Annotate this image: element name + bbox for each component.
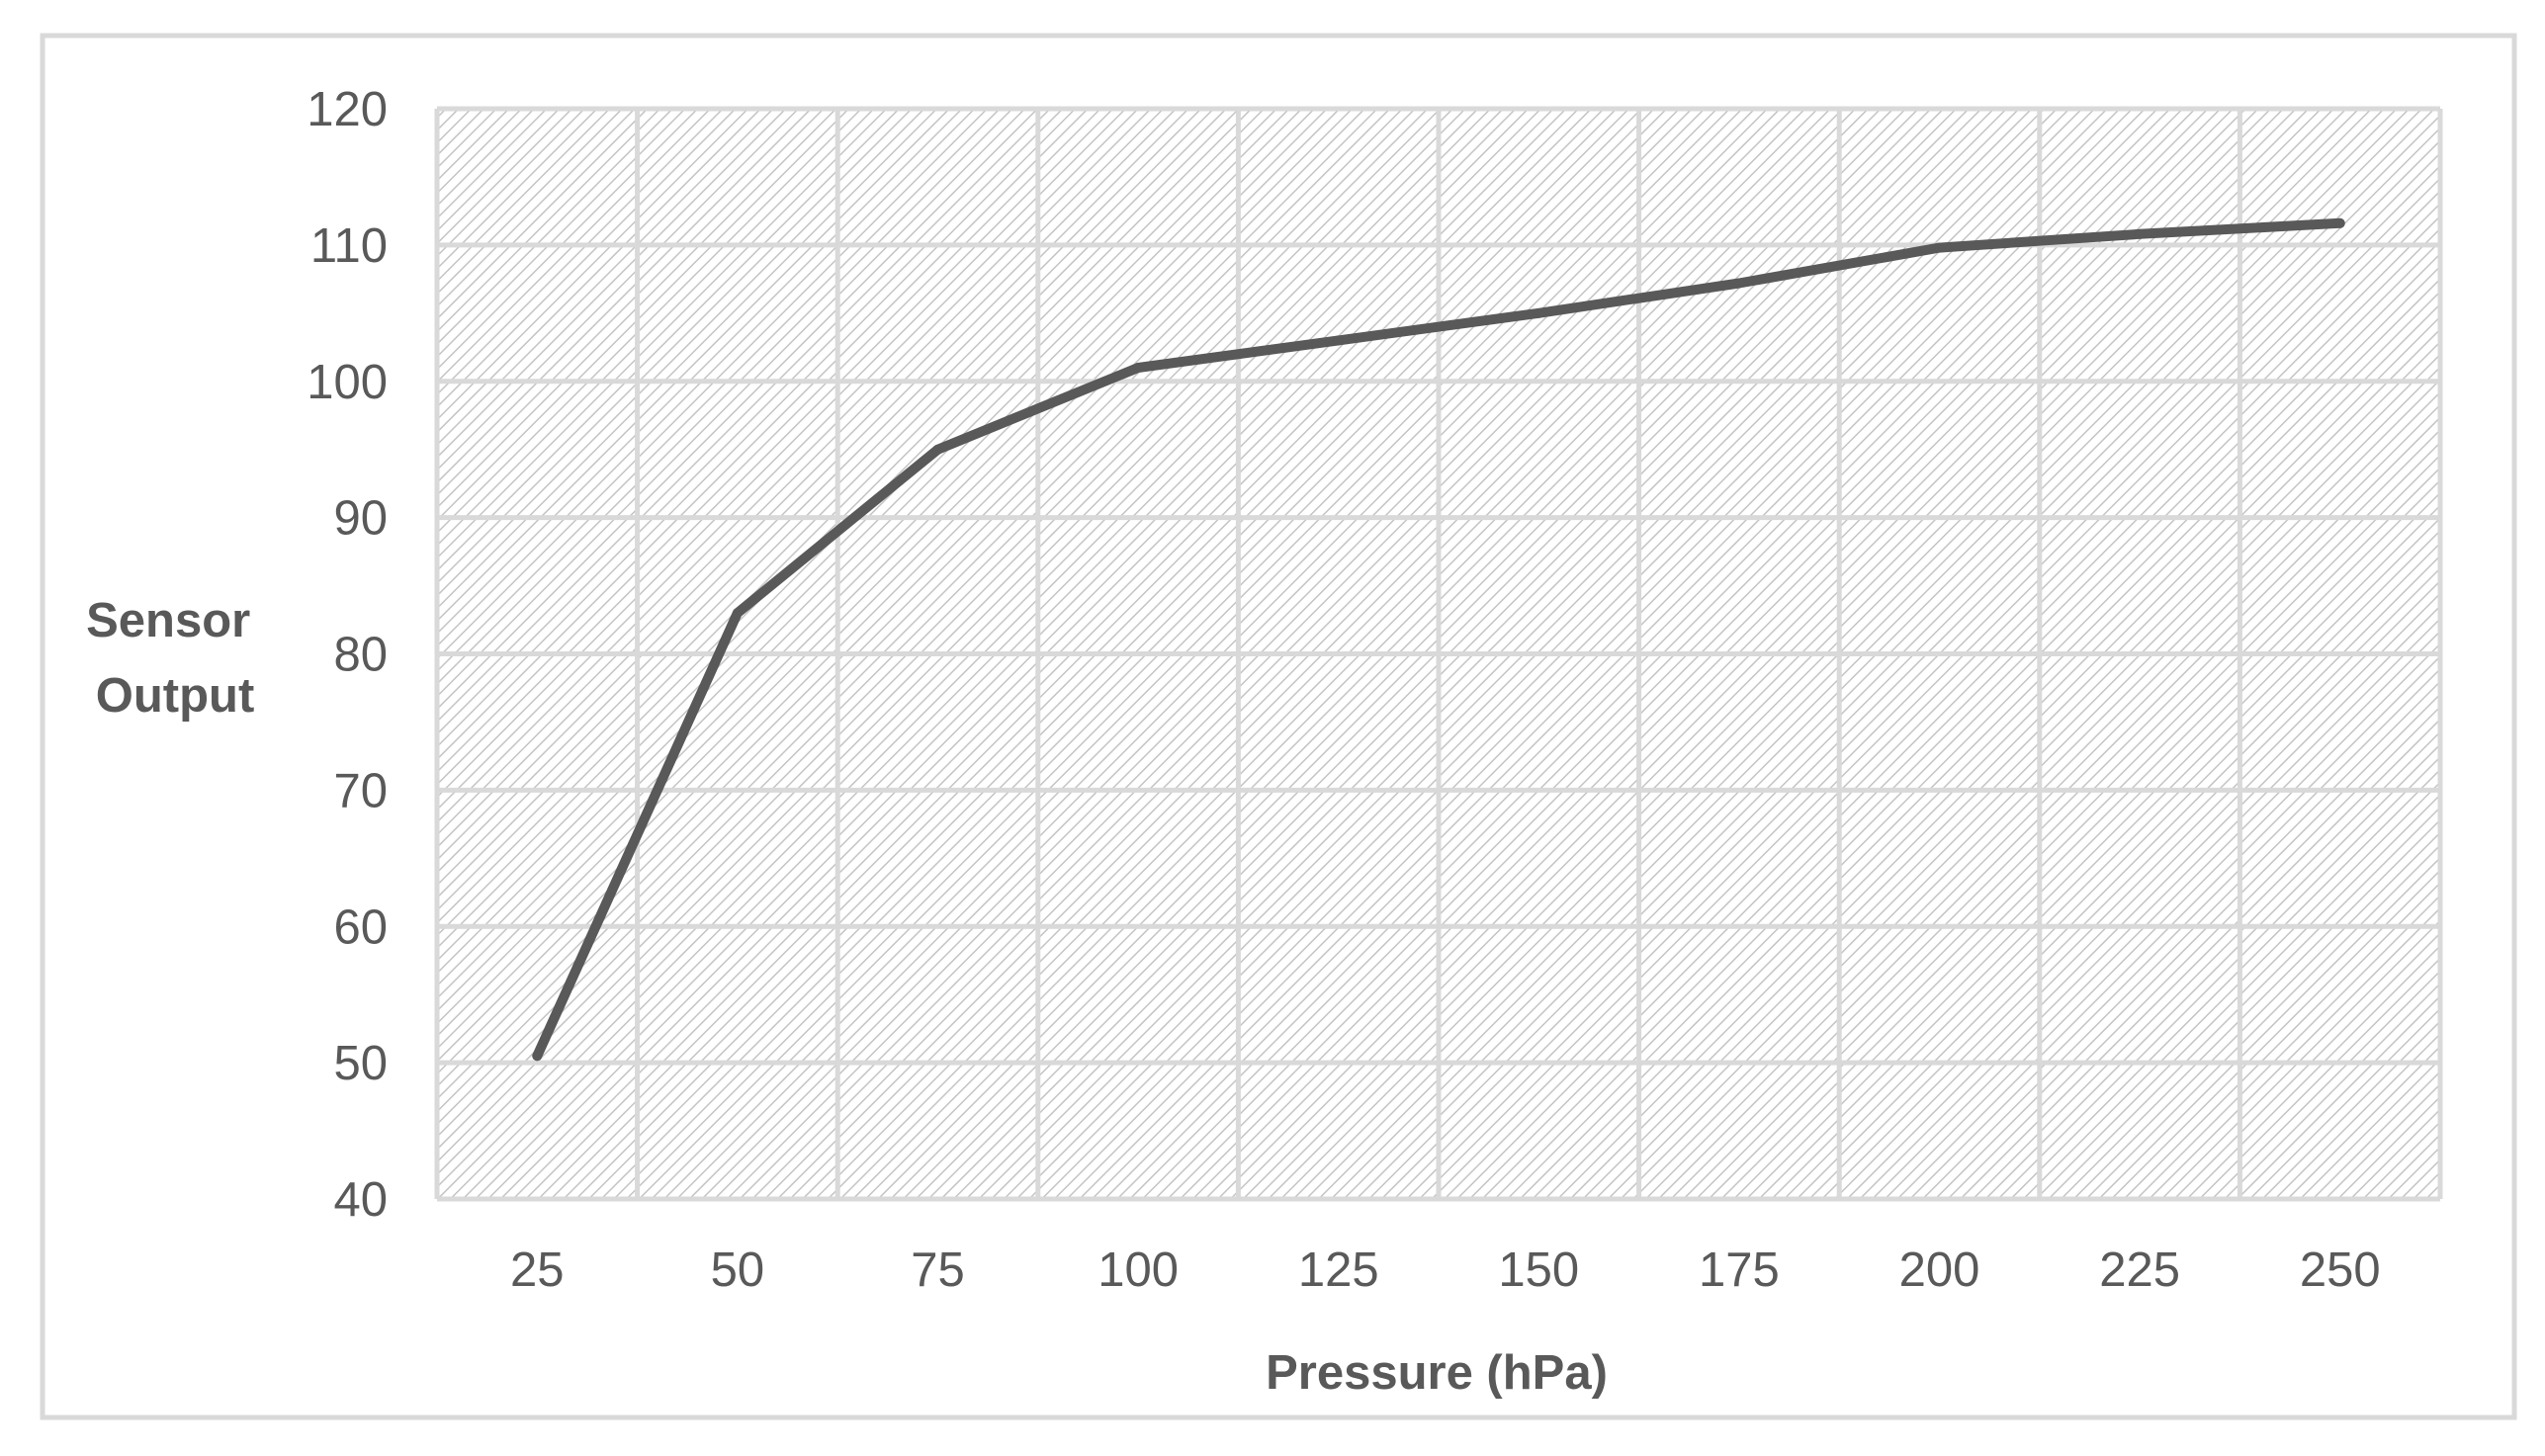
- data-point: [1934, 242, 1945, 253]
- y-tick-label: 50: [333, 1037, 388, 1090]
- y-tick-label: 40: [333, 1173, 388, 1227]
- x-tick-label: 100: [1097, 1243, 1179, 1297]
- x-tick-label: 175: [1699, 1243, 1780, 1297]
- series-line: [532, 217, 2345, 1062]
- y-tick-label: 60: [333, 900, 388, 954]
- series-layer: [532, 217, 2345, 1062]
- y-tick-label: 100: [307, 356, 388, 409]
- data-point: [2135, 228, 2146, 239]
- data-point: [1733, 278, 1744, 289]
- data-point: [1333, 335, 1344, 346]
- y-tick-label: 80: [333, 629, 388, 682]
- x-tick-label: 25: [510, 1243, 565, 1297]
- data-point: [1133, 362, 1144, 373]
- x-tick-label: 125: [1298, 1243, 1379, 1297]
- x-tick-label: 150: [1498, 1243, 1579, 1297]
- x-tick-label: 250: [2300, 1243, 2381, 1297]
- x-tick-label: 75: [911, 1243, 965, 1297]
- y-axis-title: Sensor Output: [86, 594, 264, 723]
- x-axis-title: Pressure (hPa): [1266, 1346, 1608, 1400]
- y-tick-label: 110: [310, 219, 388, 273]
- x-tick-label: 50: [711, 1243, 765, 1297]
- data-point: [2334, 217, 2345, 228]
- x-tick-label: 225: [2099, 1243, 2180, 1297]
- y-axis-title-line-2: Output: [96, 669, 255, 723]
- y-tick-label: 120: [307, 83, 388, 136]
- x-tick-label: 200: [1899, 1243, 1980, 1297]
- data-point: [732, 608, 743, 619]
- grid: [434, 106, 2443, 1202]
- data-point: [1534, 307, 1544, 318]
- y-axis-ticks: 40 50 60 70 80 90 100 110 120: [307, 83, 388, 1227]
- y-axis-title-line-1: Sensor: [86, 594, 250, 647]
- data-point: [532, 1051, 543, 1062]
- y-tick-label: 70: [333, 764, 388, 817]
- x-axis-ticks: 25 50 75 100 125 150 175 200 225 250: [510, 1243, 2381, 1297]
- y-tick-label: 90: [333, 492, 388, 546]
- data-point: [932, 444, 943, 455]
